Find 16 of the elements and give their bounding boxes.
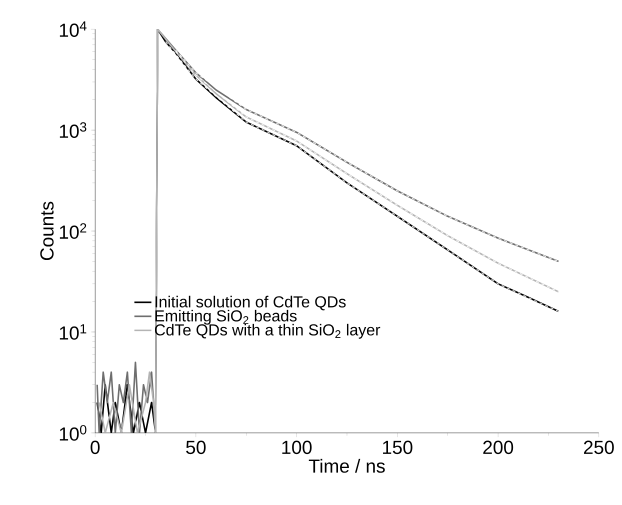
y-tick-label: 10$^{0}$ (60, 425, 86, 441)
x-tick-label: 200 (483, 440, 514, 454)
x-tick-label: 50 (186, 440, 206, 454)
y-axis-title: Counts (40, 202, 54, 260)
y-tick-label: 10$^{2}$ (60, 223, 86, 239)
x-tick-label: 0 (90, 440, 100, 454)
x-tick-label: 250 (584, 440, 614, 454)
legend-label: CdTe QDs with a thin SiO$_{2}$ layer (154, 324, 380, 339)
x-axis-title: Time / ns (308, 458, 385, 473)
legend-label: Emitting SiO$_{2}$ beads (155, 310, 297, 325)
x-tick-label: 150 (383, 440, 412, 454)
x-tick-label: 100 (282, 440, 312, 454)
y-tick-label: 10$^{3}$ (60, 122, 86, 138)
y-tick-label: 10$^{1}$ (60, 324, 86, 340)
legend-label: Initial solution of CdTe QDs (156, 296, 346, 310)
y-tick-label: 10$^{4}$ (60, 21, 86, 37)
